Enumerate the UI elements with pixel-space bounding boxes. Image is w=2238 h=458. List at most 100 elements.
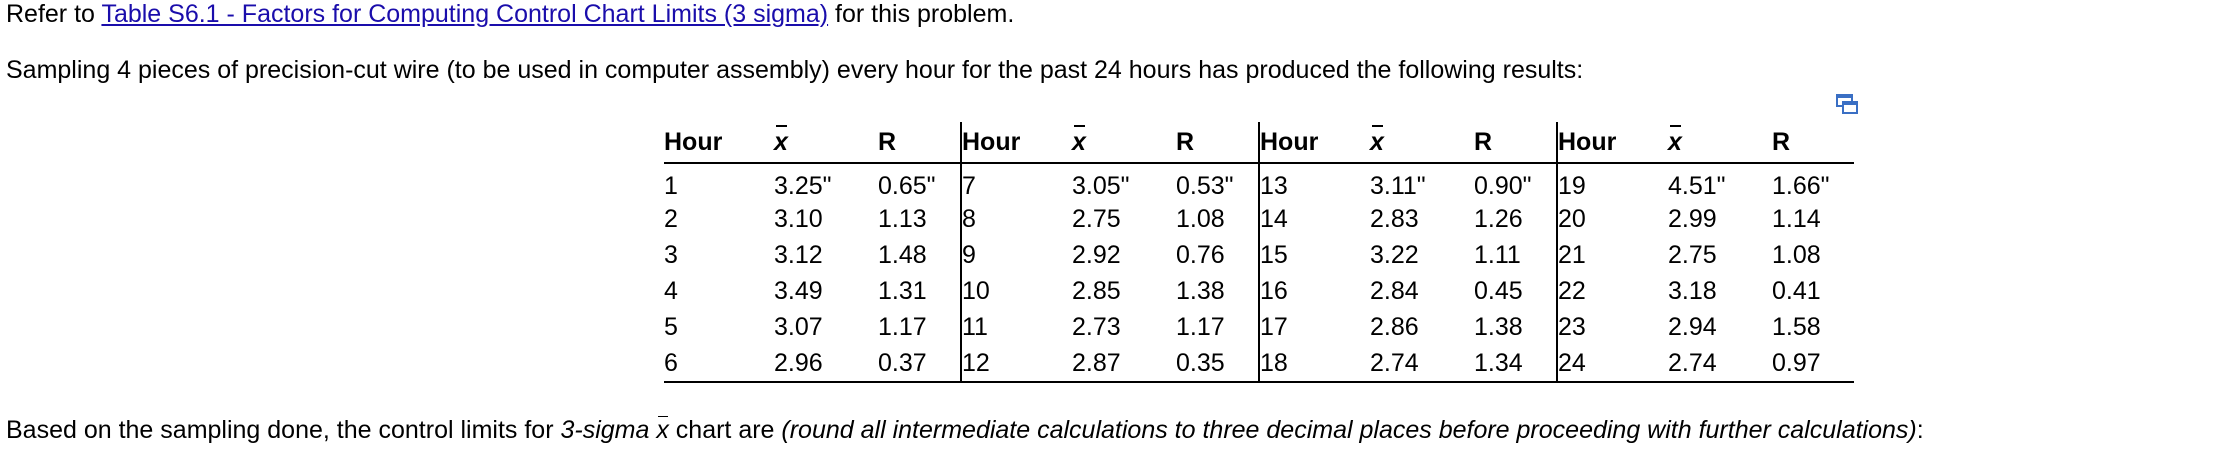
cell-xbar: 2.74 [1370,345,1474,383]
copy-table-icon[interactable] [1836,94,1858,114]
xbar-symbol: x [1072,124,1086,156]
cell-xbar: 2.92 [1072,240,1121,269]
cell-r: 0.45 [1474,273,1558,309]
cell-hour: 14 [1260,204,1288,233]
table-s6-1-link[interactable]: Table S6.1 - Factors for Computing Contr… [101,0,829,28]
cell-xbar: 2.99 [1668,204,1717,233]
table-row: 3 3.12 1.48 9 2.92 0.76 15 3.22 1.11 21 2.75 1.08 [664,237,1854,273]
intro-line: Refer to Table S6.1 - Factors for Comput… [6,0,1014,29]
cell-r: 1.13 [878,201,962,237]
cell-r: 0.65" [878,163,962,201]
question-rounding-note: (round all intermediate calculations to … [781,416,1917,444]
cell-xbar: 3.25" [774,172,832,200]
cell-hour: 21 [1558,240,1586,269]
table-row: 6 2.96 0.37 12 2.87 0.35 18 2.74 1.34 24 2.74 0.97 [664,345,1854,383]
xbar-symbol: x [656,416,669,444]
header-r: R [878,122,962,164]
cell-xbar: 2.83 [1370,204,1419,233]
cell-xbar: 2.75 [1668,240,1717,269]
xbar-symbol: x [1370,124,1384,156]
cell-hour: 16 [1260,276,1288,305]
cell-hour: 10 [962,276,990,305]
cell-r: 0.53" [1176,163,1260,201]
cell-xbar: 2.86 [1370,312,1419,341]
cell-xbar: 2.84 [1370,276,1419,305]
header-xbar: x [1370,122,1474,164]
cell-hour: 20 [1558,204,1586,233]
cell-hour: 1 [664,172,678,200]
question-colon: : [1916,416,1924,444]
sample-results-table: Hour x R Hour x R Hour x R Hour x R 1 3.2… [664,122,1854,383]
header-xbar: x [774,122,878,164]
cell-r: 1.17 [1176,309,1260,345]
cell-r: 0.41 [1772,276,1821,305]
question-sigma: 3-sigma [560,416,657,444]
cell-r: 1.48 [878,237,962,273]
cell-r: 0.35 [1176,345,1260,383]
cell-hour: 5 [664,312,678,341]
header-hour: Hour [961,122,1072,164]
header-hour: Hour [1557,122,1668,164]
cell-r: 1.08 [1176,201,1260,237]
table-row: 5 3.07 1.17 11 2.73 1.17 17 2.86 1.38 23 2.94 1.58 [664,309,1854,345]
cell-r: 1.58 [1772,312,1821,341]
cell-xbar: 2.94 [1668,312,1717,341]
header-hour: Hour [664,122,774,164]
cell-r: 1.11 [1474,237,1558,273]
cell-hour: 7 [962,172,976,200]
xbar-symbol: x [1668,124,1682,156]
intro-suffix: for this problem. [828,0,1015,28]
cell-xbar: 2.87 [1072,345,1176,383]
header-r: R [1474,122,1558,164]
question-text: Based on the sampling done, the control … [6,416,1924,445]
cell-r: 0.97 [1772,345,1854,383]
cell-r: 0.90" [1474,163,1558,201]
cell-xbar: 3.22 [1370,240,1419,269]
cell-hour: 9 [962,240,976,269]
cell-r: 1.14 [1772,204,1821,233]
header-xbar: x [1072,122,1176,164]
cell-xbar: 3.11" [1370,172,1426,200]
table-header-row: Hour x R Hour x R Hour x R Hour x R [664,122,1854,164]
header-hour: Hour [1259,122,1370,164]
cell-r: 1.08 [1772,240,1821,269]
table-row: 1 3.25" 0.65" 7 3.05" 0.53" 13 3.11" 0.90" 19 4.51… [664,163,1854,201]
cell-hour: 12 [961,345,1072,383]
table-row: 4 3.49 1.31 10 2.85 1.38 16 2.84 0.45 22 3.18 0.41 [664,273,1854,309]
question-part3: chart are [668,416,782,444]
cell-hour: 6 [664,345,774,383]
cell-r: 1.17 [878,309,962,345]
cell-hour: 2 [664,204,678,233]
cell-xbar: 3.12 [774,240,823,269]
cell-hour: 8 [962,204,976,233]
cell-r: 1.38 [1176,273,1260,309]
problem-text: Sampling 4 pieces of precision-cut wire … [6,56,1584,84]
cell-r: 1.38 [1474,309,1558,345]
table-row: 2 3.10 1.13 8 2.75 1.08 14 2.83 1.26 20 2.99 1.14 [664,201,1854,237]
cell-r: 0.76 [1176,237,1260,273]
cell-hour: 24 [1557,345,1668,383]
header-r: R [1772,122,1854,164]
cell-xbar: 3.05" [1072,172,1130,200]
cell-r: 1.31 [878,273,962,309]
cell-r: 1.34 [1474,345,1558,383]
header-xbar: x [1668,122,1772,164]
cell-xbar: 3.10 [774,204,823,233]
cell-xbar: 2.74 [1668,345,1772,383]
cell-hour: 18 [1259,345,1370,383]
cell-hour: 19 [1558,172,1586,200]
cell-xbar: 2.73 [1072,312,1121,341]
intro-prefix: Refer to [6,0,102,28]
xbar-symbol: x [774,124,788,156]
cell-xbar: 3.49 [774,276,823,305]
cell-xbar: 3.07 [774,312,823,341]
header-r: R [1176,122,1260,164]
cell-hour: 4 [664,276,678,305]
cell-xbar: 2.75 [1072,204,1121,233]
cell-hour: 23 [1558,312,1586,341]
cell-r: 0.37 [878,345,962,383]
cell-hour: 13 [1260,172,1288,200]
cell-hour: 15 [1260,240,1288,269]
cell-r: 1.66" [1772,172,1830,200]
cell-hour: 17 [1260,312,1288,341]
